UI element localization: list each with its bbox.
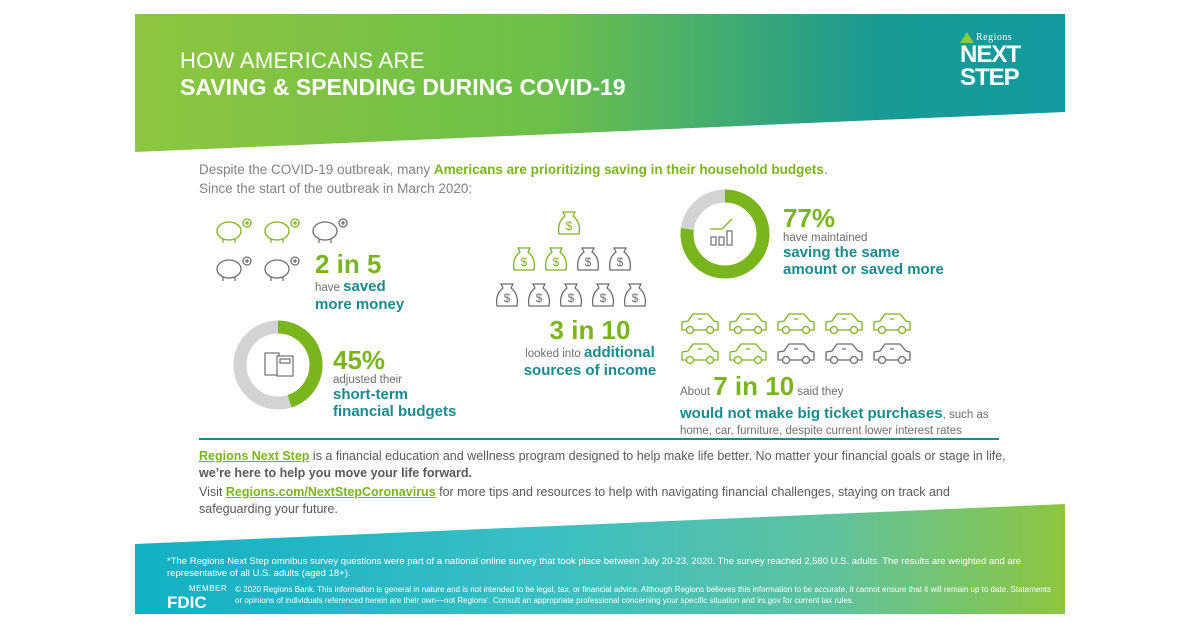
piggy-bank-icon (216, 218, 252, 243)
intro-part1: Despite the COVID-19 outbreak, many (199, 162, 434, 177)
money-bag-icon: $ (576, 247, 600, 271)
stat-maintained: 77% have maintained saving the same amou… (783, 204, 944, 278)
car-icon (681, 313, 719, 335)
svg-text:$: $ (600, 291, 607, 305)
money-bag-icon: $ (608, 247, 632, 271)
car-icons (681, 313, 911, 365)
program-bold: we’re here to help you move your life fo… (199, 466, 472, 480)
stat-pre: adjusted their (333, 374, 403, 386)
donut-45-percent (233, 320, 323, 410)
stat-value: 77% (783, 203, 836, 233)
money-bag-icon: $ (559, 283, 583, 307)
fdic-logo: MEMBER FDIC (167, 582, 228, 612)
divider (199, 438, 999, 440)
program-text: Regions Next Step is a financial educati… (199, 448, 1009, 482)
stat-pre: have maintained (783, 232, 868, 244)
car-icon (729, 343, 767, 365)
intro-highlight: Americans are prioritizing saving in the… (433, 162, 824, 177)
regions-next-step-logo: Regions NEXT STEP (960, 32, 1021, 91)
regions-next-step-link[interactable]: Regions Next Step (199, 449, 310, 463)
coronavirus-resources-link[interactable]: Regions.com/NextStepCoronavirus (225, 485, 436, 499)
money-bag-icon: $ (623, 283, 647, 307)
title-line-1: HOW AMERICANS ARE (180, 48, 425, 73)
logo-step: STEP (960, 64, 1020, 91)
money-bag-icon: $ (495, 283, 519, 307)
stat-bold: would not make big ticket purchases (680, 405, 943, 422)
fdic-member: MEMBER (189, 584, 228, 593)
growth-arrow (710, 218, 733, 230)
stat-line3: home, car, furniture, despite current lo… (680, 425, 962, 437)
stat-value: 3 in 10 (549, 315, 631, 345)
piggy-bank-icon (264, 256, 300, 281)
piggy-bank-icon (312, 218, 348, 243)
money-bag-icon: $ (512, 247, 536, 271)
stat-pre: looked into (525, 348, 584, 360)
intro-part2: . (823, 162, 828, 177)
stat-value: 2 in 5 (315, 249, 382, 279)
stat-bold2: sources of income (523, 362, 657, 379)
money-bag-icon: $ (557, 211, 581, 235)
svg-text:$: $ (566, 219, 573, 233)
donut-fill (233, 320, 323, 410)
piggy-bank-icon (264, 218, 300, 243)
donut-77-percent (680, 189, 770, 279)
car-icon (825, 313, 863, 335)
stat-post: , such as (942, 409, 989, 421)
regions-triangle-icon (960, 32, 974, 43)
stat-income: 3 in 10 looked into additional sources o… (495, 316, 685, 379)
svg-text:$: $ (632, 291, 639, 305)
money-bag-icon: $ (591, 283, 615, 307)
car-icon (873, 343, 911, 365)
stat-bold2: more money (315, 296, 405, 313)
stat-bold2: amount or saved more (783, 261, 944, 278)
stat-pre: About (680, 386, 714, 398)
visit-pre: Visit (199, 485, 226, 499)
stat-purchases: About 7 in 10 said they would not make b… (680, 372, 1060, 438)
piggy-bank-icons (216, 218, 348, 281)
visit-text: Visit Regions.com/NextStepCoronavirus fo… (199, 484, 1009, 518)
car-icon (681, 343, 719, 365)
intro-line2: Since the start of the outbreak in March… (199, 181, 473, 196)
svg-text:$: $ (617, 255, 624, 269)
logo-brand: Regions (976, 32, 1013, 43)
donut-fill (680, 189, 770, 279)
stat-bold1: additional (583, 344, 655, 361)
car-icon (825, 343, 863, 365)
infographic: HOW AMERICANS ARE SAVING & SPENDING DURI… (135, 14, 1065, 614)
growth-chart-icon (710, 230, 733, 246)
stat-value: 45% (333, 345, 386, 375)
stat-value: 7 in 10 (713, 371, 795, 401)
stat-saved-more: 2 in 5 have saved more money (315, 250, 404, 313)
logo-next: NEXT (960, 41, 1021, 68)
stat-bold1: short-term (333, 386, 409, 403)
svg-text:$: $ (536, 291, 543, 305)
svg-text:$: $ (504, 291, 511, 305)
piggy-bank-icon (216, 256, 252, 281)
title-line-2: SAVING & SPENDING DURING COVID-19 (180, 74, 626, 100)
stat-bold1: saving the same (783, 244, 900, 261)
budget-calculator-icon (264, 352, 294, 377)
svg-text:$: $ (585, 255, 592, 269)
car-icon (729, 313, 767, 335)
stat-pre: have (315, 282, 344, 294)
legal-disclaimer: © 2020 Regions Bank. This information is… (235, 585, 1052, 605)
money-bag-icon: $ (544, 247, 568, 271)
fdic-text: FDIC (167, 593, 207, 612)
car-icon (873, 313, 911, 335)
stat-bold1: saved (343, 278, 386, 295)
car-icon (777, 343, 815, 365)
svg-text:$: $ (521, 255, 528, 269)
svg-text:$: $ (568, 291, 575, 305)
money-bag-icons: $ $ $ $ $ $ $ $ $ $ (495, 211, 647, 307)
stat-bold2: financial budgets (333, 403, 457, 420)
visit-post: for more tips and resources to help with… (199, 485, 950, 516)
stat-budgets: 45% adjusted their short-term financial … (333, 346, 456, 420)
survey-footnote: *The Regions Next Step omnibus survey qu… (167, 556, 1022, 579)
stat-mid: said they (794, 386, 844, 398)
svg-text:$: $ (553, 255, 560, 269)
money-bag-icon: $ (527, 283, 551, 307)
program-body: is a financial education and wellness pr… (309, 449, 1006, 463)
intro-text: Despite the COVID-19 outbreak, many Amer… (199, 160, 828, 198)
car-icon (777, 313, 815, 335)
